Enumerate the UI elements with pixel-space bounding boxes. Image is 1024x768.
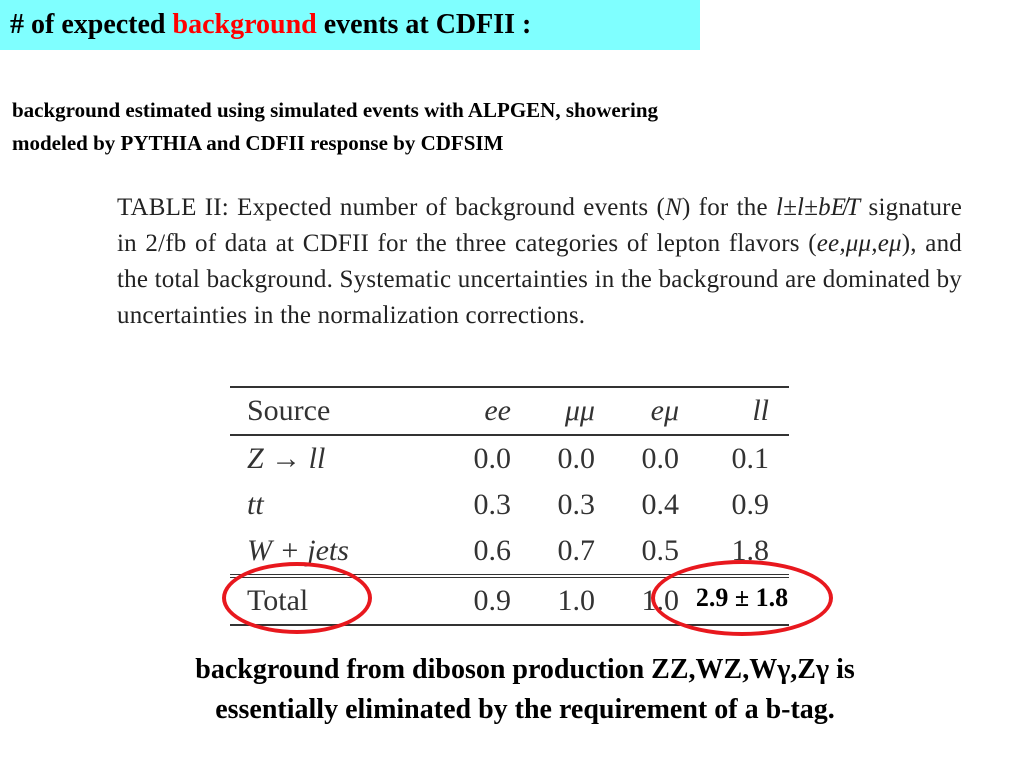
footer-line-2: essentially eliminated by the requiremen… [215,694,835,725]
intro-text: background estimated using simulated eve… [12,94,912,160]
title-prefix: # of expected [10,9,173,40]
cell-ee: 0.0 [473,442,512,475]
header-ll: ll [752,394,769,427]
cell-mumu: 0.7 [557,534,596,567]
intro-line-2: modeled by PYTHIA and CDFII response by … [12,131,504,155]
table-row: Z → ll 0.0 0.0 0.0 0.1 [230,435,789,482]
caption-part-4: ), and the total background. Systematic … [117,230,962,329]
caption-signature: l±l±bE̸T [775,194,861,221]
title-suffix: events at CDFII : [316,9,532,40]
cell-ee: 0.3 [473,488,512,521]
cell-ll: 0.9 [731,488,770,521]
row-source: Z → ll [247,442,326,475]
intro-line-1: background estimated using simulated eve… [12,98,659,122]
total-ll-value: 2.9 ± 1.8 [695,583,789,612]
total-ll-highlight-circle [651,560,833,636]
cell-emu: 0.5 [641,534,680,567]
cell-ll: 0.1 [731,442,770,475]
slide-title: # of expected background events at CDFII… [0,0,700,50]
cell-emu: 0.0 [641,442,680,475]
table-caption: TABLE II: Expected number of background … [117,190,962,334]
caption-n-symbol: N [665,194,682,221]
header-emu: eμ [650,394,679,427]
table-row: tt 0.3 0.3 0.4 0.9 [230,482,789,528]
cell-emu: 0.4 [641,488,680,521]
header-mumu: μμ [564,394,595,427]
caption-flavors: ee,μμ,eμ [816,230,902,257]
header-ee: ee [484,394,511,427]
title-highlight: background [172,9,317,40]
total-highlight-circle [222,562,372,634]
total-ee: 0.9 [473,584,512,617]
header-source: Source [247,394,331,427]
footer-line-1: background from diboson production ZZ,WZ… [195,654,855,685]
footer-note: background from diboson production ZZ,WZ… [60,650,990,730]
caption-part-1: TABLE II: Expected number of background … [117,194,666,221]
caption-part-2: ) for the [681,194,776,221]
row-source: tt [247,488,264,521]
caption-part-3: signature in 2/fb of data at CDFII for t… [117,194,962,257]
cell-ee: 0.6 [473,534,512,567]
cell-mumu: 0.0 [557,442,596,475]
table-header-row: Source ee μμ eμ ll [230,387,789,435]
cell-mumu: 0.3 [557,488,596,521]
total-mumu: 1.0 [557,584,596,617]
